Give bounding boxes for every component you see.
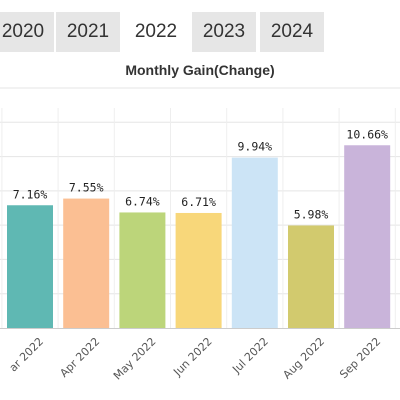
bar-value-label: 6.71% xyxy=(181,195,216,209)
bar-value-label: 7.16% xyxy=(13,187,48,201)
bar-value-label: 7.55% xyxy=(69,181,104,195)
tab-2023[interactable]: 2023 xyxy=(192,12,256,52)
bar-aug-2022[interactable] xyxy=(288,225,334,328)
bar-jun-2022[interactable] xyxy=(175,212,222,328)
year-tab-bar: 2020 2021 2022 2023 2024 xyxy=(0,0,400,54)
x-tick-label: Sep 2022 xyxy=(337,335,383,381)
bar-jul-2022[interactable] xyxy=(231,157,278,328)
x-tick-label: Aug 2022 xyxy=(280,335,327,382)
tab-2020[interactable]: 2020 xyxy=(0,12,54,52)
bar-apr-2022[interactable] xyxy=(63,198,110,328)
tab-2022[interactable]: 2022 xyxy=(124,10,188,54)
chart-title: Monthly Gain(Change) xyxy=(125,62,275,78)
bar-sep-2022[interactable] xyxy=(344,145,391,328)
x-tick-label: ar 2022 xyxy=(7,335,46,374)
bar-value-label: 5.98% xyxy=(294,207,329,221)
bar-value-label: 10.66% xyxy=(346,127,388,141)
x-tick-label: May 2022 xyxy=(111,335,159,383)
x-tick-label: Jul 2022 xyxy=(229,335,271,377)
bar-may-2022[interactable] xyxy=(119,212,166,328)
bar-value-label: 6.74% xyxy=(125,194,160,208)
bar-ar-2022[interactable] xyxy=(7,205,53,328)
tab-2021[interactable]: 2021 xyxy=(56,12,120,52)
tab-2024[interactable]: 2024 xyxy=(260,12,324,52)
x-tick-label: Jun 2022 xyxy=(170,335,214,379)
bar-value-label: 9.94% xyxy=(237,140,272,154)
x-tick-label: Apr 2022 xyxy=(57,335,102,380)
